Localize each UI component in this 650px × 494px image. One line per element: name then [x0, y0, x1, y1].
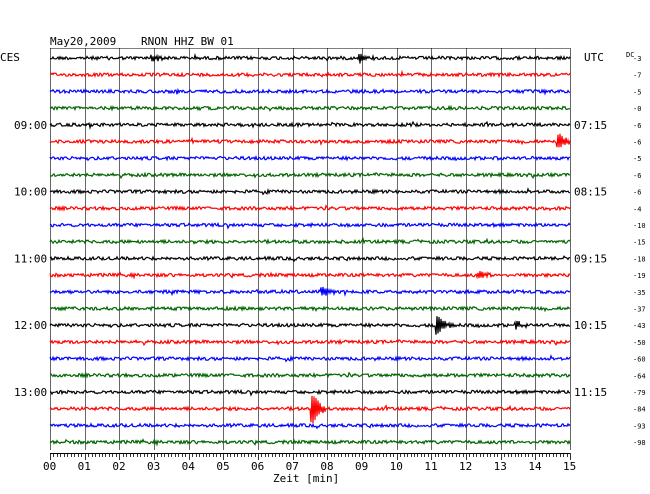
x-tick-label: 04: [182, 460, 196, 473]
dc-offset-label: -98: [633, 439, 646, 447]
trace-15: [49, 305, 571, 313]
dc-offset-label: -60: [633, 356, 646, 364]
trace-0: [49, 52, 571, 64]
x-tick-label: 05: [216, 460, 229, 473]
trace-21: [49, 395, 571, 424]
left-hour-label: 12:00: [14, 319, 47, 332]
trace-12: [49, 255, 571, 263]
left-hour-label: 13:00: [14, 386, 47, 399]
dc-offset-label: -10: [633, 222, 646, 230]
x-tick-label: 08: [320, 460, 333, 473]
x-tick-label: 07: [286, 460, 299, 473]
left-hour-label: 11:00: [14, 252, 47, 265]
x-tick-label: 06: [251, 460, 264, 473]
left-hour-label: 10:00: [14, 186, 47, 199]
x-tick-label: 13: [494, 460, 507, 473]
dc-offset-label: -18: [633, 255, 646, 263]
x-tick-label: 02: [112, 460, 125, 473]
minute-grid: [50, 48, 571, 450]
trace-10: [49, 221, 571, 230]
dc-offset-label: -93: [633, 422, 646, 430]
trace-19: [49, 371, 571, 379]
trace-16: [49, 316, 571, 335]
x-tick-label: 12: [459, 460, 472, 473]
dc-header-label: DC: [626, 51, 634, 59]
trace-2: [49, 87, 571, 96]
trace-9: [49, 204, 571, 212]
dc-offset-label: -5: [633, 88, 641, 96]
right-hour-labels: 07:15 08:15 09:15 10:15 11:15: [574, 119, 607, 399]
dc-offset-label: -79: [633, 389, 646, 397]
chart-header: May20,2009 RNON HHZ BW 01: [50, 35, 234, 48]
x-tick-label: 15: [563, 460, 576, 473]
timezone-left-label: CES: [0, 51, 20, 64]
trace-14: [49, 286, 571, 297]
trace-8: [49, 187, 571, 196]
trace-7: [49, 171, 571, 180]
trace-18: [49, 354, 571, 363]
dc-offset-label: -6: [633, 189, 641, 197]
dc-offset-label: -15: [633, 239, 646, 247]
header-station: RNON HHZ BW 01: [141, 35, 234, 48]
right-hour-label: 08:15: [574, 186, 607, 199]
dc-offset-label: -6: [633, 172, 641, 180]
dc-offset-label: -4: [633, 205, 641, 213]
dc-offset-label: -0: [633, 105, 641, 113]
dc-offset-label: -6: [633, 122, 641, 130]
dc-offset-label: -37: [633, 306, 646, 314]
left-hour-label: 09:00: [14, 119, 47, 132]
trace-13: [49, 271, 571, 280]
dc-offset-label: -84: [633, 406, 646, 414]
trace-1: [49, 69, 571, 79]
trace-17: [49, 338, 571, 347]
x-axis-label: Zeit [min]: [273, 472, 339, 485]
dc-offset-label: -3: [633, 55, 641, 63]
right-hour-label: 11:15: [574, 386, 607, 399]
timezone-right-label: UTC: [584, 51, 604, 64]
dc-offset-label: -19: [633, 272, 646, 280]
trace-3: [49, 104, 571, 112]
trace-6: [49, 154, 570, 162]
x-tick-label: 00: [43, 460, 56, 473]
dc-offset-label: -7: [633, 72, 641, 80]
seismic-traces: [49, 52, 571, 447]
x-axis: 00 01 02 03 04 05 06 07 08 09 10 11 12 13 14 15: [43, 453, 576, 473]
x-tick-label: 14: [528, 460, 542, 473]
x-tick-label: 11: [424, 460, 437, 473]
right-hour-label: 07:15: [574, 119, 607, 132]
left-hour-labels: 09:00 10:00 11:00 12:00 13:00: [14, 119, 47, 399]
trace-23: [49, 438, 571, 447]
trace-20: [50, 388, 571, 397]
trace-4: [49, 120, 571, 130]
trace-5: [49, 133, 571, 148]
dc-offset-label: -43: [633, 322, 646, 330]
dc-offset-label: -35: [633, 289, 646, 297]
x-tick-label: 10: [390, 460, 403, 473]
trace-11: [49, 237, 571, 245]
dc-offset-label: -6: [633, 139, 641, 147]
x-tick-label: 03: [147, 460, 160, 473]
dc-offset-label: -64: [633, 372, 646, 380]
x-tick-label: 01: [78, 460, 91, 473]
header-date: May20,2009: [50, 35, 116, 48]
right-hour-label: 09:15: [574, 252, 607, 265]
dc-offset-label: -5: [633, 155, 641, 163]
dc-offset-labels: -3 -7 -5 -0 -6 -6 -5 -6 -6 -4 -10 -15 -18 -19 -35 -37 -4…: [633, 55, 646, 447]
trace-22: [49, 422, 571, 430]
dc-offset-label: -50: [633, 339, 646, 347]
x-tick-label: 09: [355, 460, 368, 473]
right-hour-label: 10:15: [574, 319, 607, 332]
